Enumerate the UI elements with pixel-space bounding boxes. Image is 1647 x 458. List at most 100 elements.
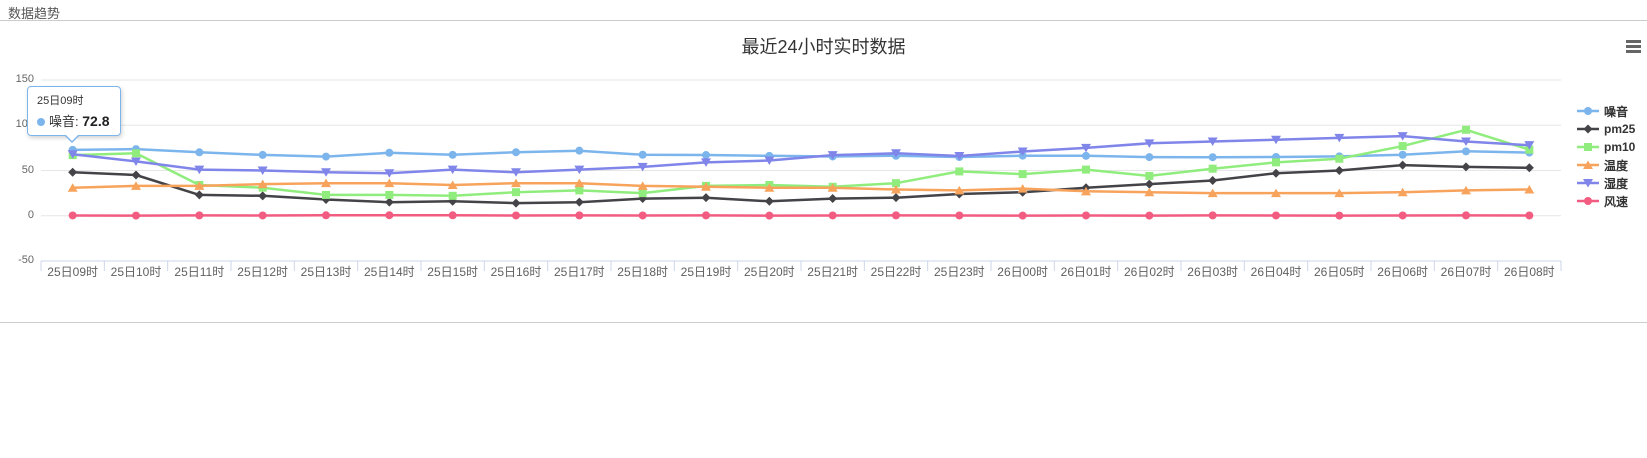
data-point-噪音[interactable] (1145, 153, 1154, 162)
data-point-pm25[interactable] (891, 193, 901, 203)
data-point-温度[interactable] (1144, 187, 1155, 197)
series-line-温度[interactable] (71, 181, 1531, 195)
data-point-噪音[interactable] (575, 146, 584, 155)
data-point-风速[interactable] (448, 211, 457, 220)
data-point-湿度[interactable] (1081, 143, 1091, 153)
data-point-pm25[interactable] (194, 190, 204, 200)
data-point-风速[interactable] (1208, 211, 1217, 220)
data-point-湿度[interactable] (384, 169, 395, 178)
data-point-湿度[interactable] (257, 166, 268, 176)
data-point-风速[interactable] (512, 211, 520, 220)
data-point-pm25[interactable] (1461, 162, 1471, 172)
data-point-湿度[interactable] (511, 168, 521, 177)
data-point-pm10[interactable] (385, 190, 394, 199)
legend-item-湿度[interactable]: 湿度 (1577, 174, 1635, 192)
data-point-湿度[interactable] (764, 156, 775, 166)
data-point-湿度[interactable] (827, 151, 838, 160)
data-point-风速[interactable] (638, 211, 647, 220)
data-point-风速[interactable] (1335, 211, 1344, 220)
data-point-温度[interactable] (131, 181, 141, 190)
data-point-风速[interactable] (575, 211, 584, 220)
data-point-pm25[interactable] (1334, 166, 1344, 175)
data-point-pm10[interactable] (638, 189, 647, 198)
data-point-风速[interactable] (1082, 211, 1090, 220)
data-point-噪音[interactable] (1082, 151, 1090, 160)
data-point-风速[interactable] (68, 211, 77, 220)
data-point-风速[interactable] (1398, 211, 1407, 220)
data-point-噪音[interactable] (322, 152, 330, 161)
data-point-温度[interactable] (384, 178, 395, 188)
data-point-温度[interactable] (954, 185, 965, 195)
data-point-湿度[interactable] (954, 152, 965, 161)
series-line-噪音[interactable] (71, 147, 1531, 159)
data-point-pm10[interactable] (1335, 154, 1344, 163)
data-point-湿度[interactable] (1207, 137, 1218, 147)
legend-item-风速[interactable]: 风速 (1577, 192, 1635, 210)
data-point-温度[interactable] (1081, 186, 1091, 196)
data-point-pm10[interactable] (132, 149, 140, 158)
data-point-风速[interactable] (892, 211, 900, 220)
data-point-pm10[interactable] (1018, 170, 1027, 179)
data-point-pm10[interactable] (1462, 125, 1470, 134)
data-point-pm25[interactable] (1271, 168, 1281, 178)
data-point-湿度[interactable] (1144, 139, 1155, 148)
data-point-噪音[interactable] (702, 151, 710, 160)
data-point-温度[interactable] (194, 181, 205, 190)
data-point-pm10[interactable] (955, 167, 964, 176)
data-point-湿度[interactable] (1397, 132, 1408, 141)
data-point-风速[interactable] (322, 211, 330, 220)
data-point-风速[interactable] (258, 211, 267, 220)
data-point-pm10[interactable] (448, 191, 457, 200)
data-point-风速[interactable] (955, 211, 964, 220)
data-point-湿度[interactable] (891, 149, 901, 158)
data-point-pm10[interactable] (512, 188, 520, 197)
data-point-风速[interactable] (765, 211, 774, 220)
data-point-pm10[interactable] (1082, 165, 1090, 174)
data-point-温度[interactable] (1461, 185, 1471, 195)
data-point-温度[interactable] (1334, 188, 1345, 198)
export-menu-icon[interactable] (1626, 40, 1642, 56)
data-point-湿度[interactable] (1524, 141, 1535, 150)
data-point-湿度[interactable] (194, 165, 205, 175)
legend-item-pm10[interactable]: pm10 (1577, 138, 1635, 156)
data-point-噪音[interactable] (385, 148, 394, 157)
data-point-pm25[interactable] (68, 167, 78, 177)
data-point-pm10[interactable] (322, 190, 330, 199)
data-point-温度[interactable] (511, 178, 521, 188)
data-point-风速[interactable] (828, 211, 837, 220)
data-point-风速[interactable] (1018, 211, 1027, 220)
data-point-湿度[interactable] (1017, 147, 1028, 156)
data-point-湿度[interactable] (321, 168, 331, 177)
data-point-风速[interactable] (195, 211, 204, 220)
data-point-噪音[interactable] (195, 148, 204, 157)
data-point-pm10[interactable] (1145, 171, 1154, 180)
data-point-温度[interactable] (764, 183, 775, 192)
data-point-温度[interactable] (1271, 188, 1281, 198)
data-point-噪音[interactable] (1398, 150, 1407, 159)
data-point-噪音[interactable] (638, 150, 647, 159)
data-point-温度[interactable] (1207, 188, 1218, 198)
legend-item-温度[interactable]: 温度 (1577, 156, 1635, 174)
data-point-pm10[interactable] (1208, 164, 1217, 173)
data-point-噪音[interactable] (448, 150, 457, 159)
legend-item-噪音[interactable]: 噪音 (1577, 102, 1635, 120)
data-point-湿度[interactable] (1271, 135, 1281, 145)
data-point-温度[interactable] (1397, 187, 1408, 197)
data-point-pm10[interactable] (575, 186, 584, 195)
legend-item-pm25[interactable]: pm25 (1577, 120, 1635, 138)
data-point-pm25[interactable] (828, 194, 838, 204)
data-point-风速[interactable] (1525, 211, 1534, 220)
data-point-pm10[interactable] (892, 179, 900, 188)
data-point-风速[interactable] (1145, 211, 1154, 220)
data-point-pm25[interactable] (384, 197, 394, 207)
data-point-湿度[interactable] (1334, 133, 1345, 143)
data-point-温度[interactable] (1524, 185, 1535, 194)
data-point-温度[interactable] (67, 183, 78, 192)
data-point-湿度[interactable] (701, 158, 711, 167)
data-point-湿度[interactable] (637, 162, 648, 172)
data-point-湿度[interactable] (1461, 137, 1471, 147)
data-point-pm10[interactable] (1525, 145, 1534, 154)
data-point-pm25[interactable] (131, 170, 141, 180)
data-point-风速[interactable] (702, 211, 710, 220)
data-point-温度[interactable] (637, 181, 648, 190)
